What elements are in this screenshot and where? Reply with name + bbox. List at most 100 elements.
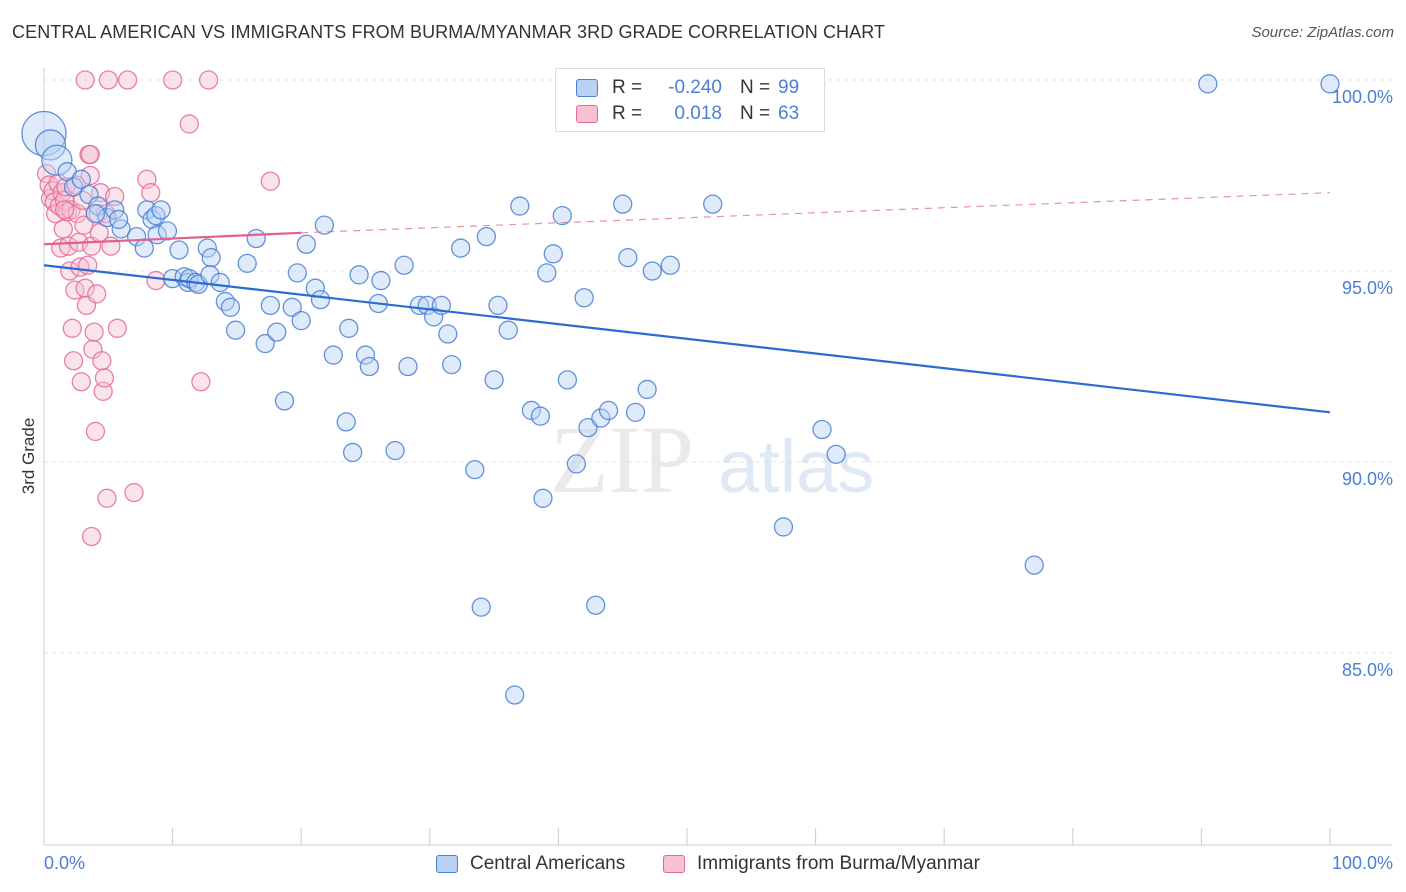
central-american-point (398, 356, 418, 377)
central-american-point (637, 379, 657, 400)
central-american-point (471, 597, 491, 617)
central-american-point (530, 406, 551, 426)
central-american-point (613, 194, 633, 214)
central-american-point (703, 194, 723, 214)
central-american-point (21, 110, 67, 157)
central-american-point (210, 272, 230, 293)
legend-swatch-blue (576, 79, 598, 97)
central-american-point (255, 333, 275, 354)
central-american-point (225, 320, 246, 340)
central-american-point (336, 412, 356, 432)
legend-r-value: 0.018 (674, 103, 722, 124)
burma-point (81, 526, 102, 547)
watermark-atlas: atlas (718, 425, 874, 508)
central-american-point (85, 204, 106, 224)
burma-point (85, 421, 106, 442)
central-american-point (151, 200, 171, 220)
legend-row-central-american: R = -0.240 N = 99 (576, 75, 799, 101)
y-axis-title: 3rd Grade (19, 418, 38, 495)
burma-point (98, 70, 118, 90)
legend-n-value: 63 (778, 103, 800, 124)
burma-point (105, 186, 125, 207)
central-american-point (488, 295, 508, 316)
central-american-point (510, 196, 530, 216)
central-american-point (451, 238, 471, 258)
burma-point (94, 368, 115, 388)
central-american-point (409, 295, 430, 316)
central-american-point (146, 205, 166, 226)
burma-point (63, 351, 84, 371)
central-american-point (157, 221, 178, 241)
legend-r-label: R = (612, 77, 643, 98)
x-tick-label: 100.0% (1332, 853, 1393, 873)
central-american-point (586, 595, 606, 615)
burma-point (75, 70, 95, 90)
central-american-point (424, 307, 444, 327)
burma-point (71, 372, 91, 392)
burma-point (60, 261, 80, 281)
central-american-point (274, 391, 295, 411)
burma-point (162, 70, 183, 90)
series-central-american-points (21, 74, 1340, 705)
watermark: ZIP atlas (550, 406, 874, 513)
central-american-point (552, 205, 572, 226)
central-american-point (201, 247, 221, 268)
central-american-point (215, 291, 235, 312)
central-american-point (287, 263, 307, 283)
trend-lines (43, 192, 1331, 414)
central-american-point (394, 255, 414, 275)
central-american-point (578, 417, 598, 438)
central-american-point (339, 318, 359, 338)
burma-point (74, 215, 94, 235)
legend-n-value: 99 (778, 77, 800, 98)
axis-layer (43, 68, 1392, 846)
central-american-point (537, 263, 557, 283)
trend-line-central-american (43, 264, 1331, 414)
legend-n-label: N = (740, 103, 771, 124)
central-american-point (291, 311, 311, 331)
y-tick-label: 95.0% (1342, 278, 1393, 298)
central-american-point (498, 320, 518, 340)
burma-point (179, 114, 199, 134)
central-american-point (220, 297, 241, 317)
central-american-point (505, 685, 525, 705)
central-american-point (598, 400, 619, 421)
central-american-point (310, 289, 331, 310)
central-american-point (71, 169, 91, 189)
central-american-point (359, 356, 380, 377)
burma-point (75, 278, 95, 298)
burma-point (84, 322, 104, 342)
bottom-legend-label: Immigrants from Burma/Myanmar (697, 853, 980, 874)
central-american-point (591, 408, 611, 428)
bottom-legend-swatch-pink (663, 855, 685, 873)
source-label: Source: ZipAtlas.com (1251, 24, 1394, 41)
burma-point (80, 144, 100, 165)
central-american-point (296, 234, 316, 254)
burma-point (54, 200, 75, 220)
central-american-point (642, 261, 662, 281)
burma-point (97, 488, 117, 508)
central-american-point (197, 238, 217, 258)
burma-point (58, 236, 79, 256)
chart-title: CENTRAL AMERICAN VS IMMIGRANTS FROM BURM… (12, 22, 886, 42)
series-burma-points (36, 70, 280, 547)
burma-point (141, 183, 161, 203)
central-american-point (660, 255, 680, 275)
central-american-point (385, 440, 405, 461)
central-american-point (1320, 74, 1340, 94)
central-american-point (342, 442, 363, 463)
burma-point (53, 219, 73, 239)
central-american-point (566, 454, 587, 474)
central-american-point (169, 240, 189, 260)
burma-point (101, 236, 121, 256)
trend-line-burma-extension (301, 192, 1331, 234)
central-american-point (442, 354, 462, 375)
central-american-point (1024, 555, 1044, 575)
bottom-legend-central-american: Central Americans (436, 851, 625, 877)
grid-layer (44, 79, 1392, 654)
watermark-zip: ZIP (550, 406, 694, 513)
central-american-point (267, 322, 287, 342)
central-american-point (41, 144, 73, 176)
burma-point (117, 70, 138, 90)
central-american-point (246, 228, 266, 249)
